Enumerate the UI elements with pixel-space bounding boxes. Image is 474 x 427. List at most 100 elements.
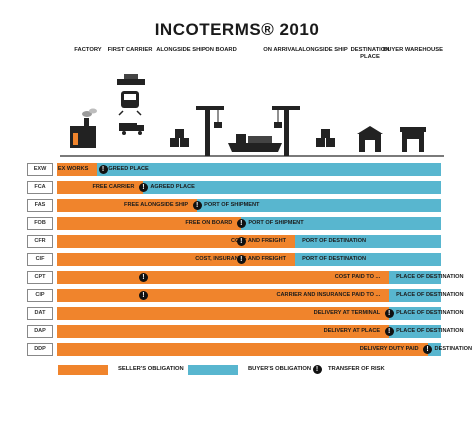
seller-swatch: [58, 365, 108, 375]
legend-seller-label: SELLER'S OBLIGATION: [118, 366, 184, 372]
buyer-label: PLACE OF DESTINATION: [396, 328, 464, 334]
term-code: DAP: [27, 325, 53, 338]
incoterm-row: DAT DELIVERY AT TERMINAL PLACE OF DESTINAT…: [27, 307, 464, 320]
buyer-label: PORT OF SHIPMENT: [204, 202, 260, 208]
column-header: FIRST CARRIER: [107, 47, 153, 53]
incoterm-row: DAP DELIVERY AT PLACE PLACE OF DESTINATION…: [27, 325, 464, 338]
seller-label: COST AND FREIGHT: [230, 238, 287, 244]
risk-transfer-icon: !: [138, 183, 148, 192]
risk-transfer-icon: !: [384, 309, 394, 318]
seller-label: FREE ON BOARD: [185, 220, 233, 226]
risk-transfer-icon: !: [384, 327, 394, 336]
seller-segment: [57, 163, 98, 176]
term-code: CIF: [27, 253, 53, 266]
seller-segment: [57, 343, 428, 356]
buyer-segment: [389, 289, 441, 302]
column-header: ON BOARD: [205, 47, 237, 53]
seller-segment: [57, 217, 242, 230]
term-code: EXW: [27, 163, 53, 176]
buyer-label: PORT OF SHIPMENT: [248, 220, 304, 226]
logistics-illustration: [60, 74, 444, 157]
risk-transfer-icon: !: [138, 291, 148, 300]
term-code: CPT: [27, 271, 53, 284]
column-header: ON ARRIVAL: [263, 47, 299, 53]
buyer-segment: [295, 253, 441, 266]
buyer-label: PLACE OF DESTINATION: [396, 292, 464, 298]
seller-segment: [57, 199, 198, 212]
incoterm-row: FAS FREE ALONGSIDE SHIP PORT OF SHIPMENT!: [27, 199, 441, 212]
buyer-segment: [389, 325, 441, 338]
warehouse-icon: [357, 126, 383, 152]
crate-icon: [170, 129, 189, 147]
buyer-label: PLACE OF DESTINATION: [396, 310, 464, 316]
buyer-label: PLACE OF DESTINATION: [396, 274, 464, 280]
buyer-segment: [197, 199, 441, 212]
term-code: FOB: [27, 217, 53, 230]
seller-label: DELIVERY DUTY PAID: [359, 346, 419, 352]
crane-icon: [196, 106, 224, 156]
incoterm-row: CIP CARRIER AND INSURANCE PAID TO ... PLAC…: [27, 289, 464, 302]
term-code: DAT: [27, 307, 53, 320]
risk-transfer-icon: !: [236, 237, 246, 246]
legend-risk-label: TRANSFER OF RISK: [328, 366, 385, 372]
legend-buyer-label: BUYER'S OBLIGATION: [248, 366, 312, 372]
seller-segment: [57, 325, 390, 338]
risk-transfer-icon: !: [236, 255, 246, 264]
buyer-swatch: [188, 365, 238, 375]
crane-icon: [272, 106, 300, 156]
warehouse-icon: [400, 127, 426, 152]
buyer-segment: [389, 307, 441, 320]
seller-label: FREE ALONGSIDE SHIP: [124, 202, 189, 208]
term-code: CIP: [27, 289, 53, 302]
term-code: CFR: [27, 235, 53, 248]
ship-icon: [228, 134, 282, 152]
factory-icon: [70, 108, 97, 148]
incoterm-row: CFR COST AND FREIGHT PORT OF DESTINATION!: [27, 235, 441, 248]
term-code: FAS: [27, 199, 53, 212]
buyer-segment: [97, 163, 441, 176]
incoterm-row: CPT COST PAID TO ... PLACE OF DESTINATION!: [27, 271, 464, 284]
incoterm-row: FOB FREE ON BOARD PORT OF SHIPMENT!: [27, 217, 441, 230]
truck-icon: [119, 123, 144, 135]
buyer-label: PORT OF DESTINATION: [302, 256, 366, 262]
incoterm-row: FCA FREE CARRIER AGREED PLACE!: [27, 181, 441, 194]
incoterm-row: EXW EX WORKS AGREED PLACE!: [27, 163, 441, 176]
seller-label: DELIVERY AT PLACE: [323, 328, 381, 334]
seller-label: DELIVERY AT TERMINAL: [313, 310, 381, 316]
buyer-segment: [389, 271, 441, 284]
seller-segment: [57, 235, 296, 248]
ship-icon: [117, 74, 145, 85]
incoterm-row: DDP DELIVERY DUTY PAID DESTINATION!: [27, 343, 472, 356]
buyer-label: DESTINATION: [434, 346, 473, 352]
buyer-label: AGREED PLACE: [150, 184, 195, 190]
risk-icon: !: [312, 365, 322, 374]
risk-transfer-icon: !: [138, 273, 148, 282]
risk-transfer-icon: !: [423, 345, 433, 354]
column-header: ALONGSIDE SHIP: [298, 47, 348, 53]
column-header: DESTINATION PLACE: [350, 47, 390, 60]
term-code: DDP: [27, 343, 53, 356]
diagram-title: INCOTERMS® 2010: [154, 20, 320, 39]
crate-icon: [316, 129, 335, 147]
column-header: FACTORY: [74, 47, 102, 53]
risk-transfer-icon: !: [98, 165, 108, 174]
buyer-segment: [295, 235, 441, 248]
seller-label: CARRIER AND INSURANCE PAID TO ...: [276, 292, 381, 298]
buyer-segment: [241, 217, 441, 230]
column-header: BUYER WAREHOUSE: [383, 47, 443, 53]
train-icon: [118, 91, 142, 116]
seller-segment: [57, 181, 144, 194]
risk-transfer-icon: !: [192, 201, 202, 210]
buyer-label: AGREED PLACE: [104, 166, 149, 172]
seller-label: COST PAID TO ...: [334, 274, 381, 280]
seller-label: FREE CARRIER: [92, 184, 135, 190]
buyer-label: PORT OF DESTINATION: [302, 238, 366, 244]
seller-label: EX WORKS: [57, 166, 89, 172]
buyer-segment: [143, 181, 441, 194]
seller-segment: [57, 307, 390, 320]
incoterm-row: CIF COST, INSURANCE AND FREIGHT PORT OF DE…: [27, 253, 441, 266]
column-header: ALONGSIDE SHIP: [156, 47, 206, 53]
risk-transfer-icon: !: [236, 219, 246, 228]
term-code: FCA: [27, 181, 53, 194]
seller-segment: [57, 253, 296, 266]
